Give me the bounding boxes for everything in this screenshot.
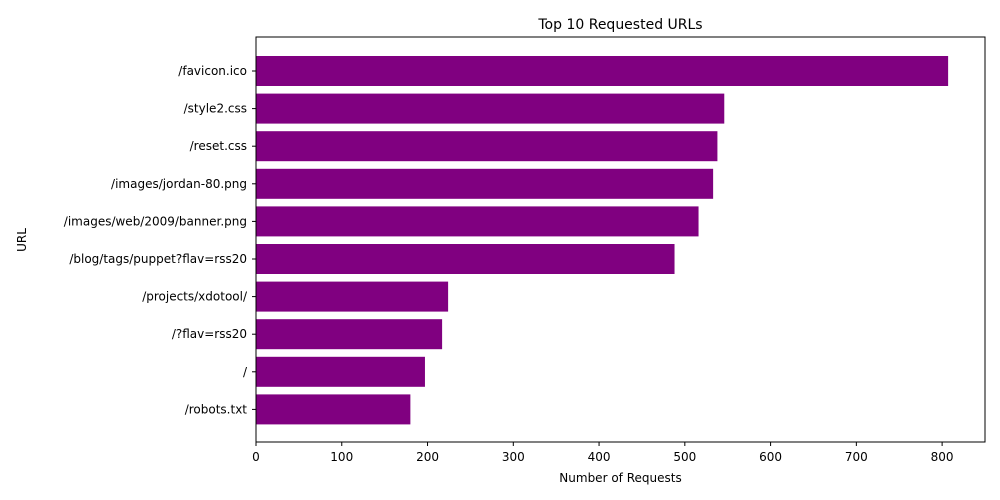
y-tick-label: /images/web/2009/banner.png (64, 214, 247, 228)
y-tick-label: /blog/tags/puppet?flav=rss20 (69, 252, 247, 266)
x-tick-label: 600 (759, 450, 782, 464)
x-tick-label: 400 (588, 450, 611, 464)
y-tick-label: /projects/xdotool/ (142, 290, 248, 304)
y-tick-label: /favicon.ico (178, 64, 247, 78)
chart-title: Top 10 Requested URLs (537, 17, 702, 33)
y-axis-ticks: /favicon.ico/style2.css/reset.css/images… (64, 64, 256, 416)
y-tick-label: / (243, 365, 248, 379)
y-tick-label: /reset.css (190, 139, 247, 153)
y-tick-label: /style2.css (184, 102, 247, 116)
x-tick-label: 0 (252, 450, 260, 464)
y-tick-label: /?flav=rss20 (172, 327, 247, 341)
x-axis-ticks: 0 100 200 300 400 500 600 700 800 (252, 442, 954, 464)
y-tick-label: /images/jordan-80.png (111, 177, 247, 191)
bar-projects-xdotool (256, 281, 449, 312)
bar-blog-tags-puppet-flav-rss20 (256, 244, 675, 274)
x-tick-label: 200 (416, 450, 439, 464)
bar-style2-css (256, 93, 725, 124)
x-axis-title: Number of Requests (559, 471, 681, 485)
bar-robots-txt (256, 394, 411, 425)
x-tick-label: 300 (502, 450, 525, 464)
plot-frame (255, 36, 986, 443)
bar-root-8 (256, 356, 425, 387)
x-tick-label: 800 (931, 450, 954, 464)
y-axis-title: URL (15, 228, 29, 252)
x-tick-label: 500 (673, 450, 696, 464)
y-tick-label: /robots.txt (185, 402, 248, 416)
bars-group (256, 56, 949, 425)
x-tick-label: 100 (330, 450, 353, 464)
x-tick-label: 700 (845, 450, 868, 464)
bar-favicon-ico (256, 56, 949, 86)
bar-images-web-2009-banner-png (256, 206, 699, 237)
bar-reset-css (256, 131, 718, 162)
bar-images-jordan-80-png (256, 168, 714, 199)
bar-flav-rss20 (256, 319, 443, 350)
